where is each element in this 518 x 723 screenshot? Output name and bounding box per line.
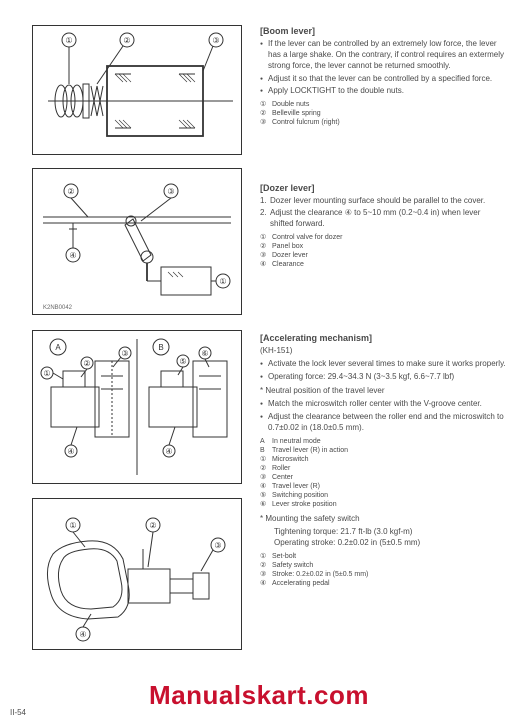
dozer-title: [Dozer lever]: [260, 182, 506, 194]
legend-item: Safety switch: [272, 562, 313, 569]
diagram-boom-lever: ① ② ③: [32, 25, 242, 155]
accel-title: [Accelerating mechanism]: [260, 332, 506, 344]
callout-4: ④: [69, 251, 76, 260]
callout-6: ⑥: [201, 349, 208, 358]
dozer-item: Adjust the clearance ④ to 5~10 mm (0.2~0…: [270, 208, 480, 228]
legend-item: Clearance: [272, 261, 304, 268]
text-boom-lever: [Boom lever] If the lever can be control…: [260, 25, 506, 127]
callout-2: ②: [149, 521, 156, 530]
diagram-ref: K2NB0042: [43, 305, 73, 311]
accel-sub: Tightening torque: 21.7 ft-lb (3.0 kgf-m…: [274, 527, 506, 538]
diagram-accelerating-mechanism: A B ① ② ③ ④ ⑤ ⑥ ④: [32, 330, 242, 484]
callout-5: ⑤: [179, 357, 186, 366]
callout-1: ①: [43, 369, 50, 378]
accel-subtitle: (KH-151): [260, 346, 506, 357]
callout-3: ③: [167, 187, 174, 196]
watermark: Manualskart.com: [149, 680, 369, 711]
callout-2: ②: [83, 359, 90, 368]
label-A: A: [55, 343, 61, 352]
accel-bullet: Activate the lock lever several times to…: [260, 359, 506, 370]
boom-bullet: Apply LOCKTIGHT to the double nuts.: [260, 86, 506, 97]
callout-2: ②: [67, 187, 74, 196]
legend-item: Dozer lever: [272, 252, 308, 259]
accel-sub: Operating stroke: 0.2±0.02 in (5±0.5 mm): [274, 538, 506, 549]
legend-item: Accelerating pedal: [272, 580, 330, 587]
callout-1: ①: [219, 277, 226, 286]
callout-3: ③: [214, 541, 221, 550]
callout-1: ①: [65, 36, 72, 45]
legend-item: Control fulcrum (right): [272, 119, 340, 126]
page-number: II-54: [10, 708, 26, 717]
legend-item: In neutral mode: [272, 438, 321, 445]
legend-item: Microswitch: [272, 456, 309, 463]
callout-4: ④: [67, 447, 74, 456]
diagram-safety-switch: ① ② ③ ④: [32, 498, 242, 650]
legend-item: Set-bolt: [272, 553, 296, 560]
legend-item: Lever stroke position: [272, 501, 337, 508]
legend-item: Travel lever (R) in action: [272, 447, 348, 454]
label-B: B: [158, 343, 163, 352]
boom-title: [Boom lever]: [260, 25, 506, 37]
accel-star1: * Neutral position of the travel lever: [260, 386, 506, 397]
legend-item: Roller: [272, 465, 290, 472]
callout-1: ①: [69, 521, 76, 530]
legend-item: Switching position: [272, 492, 328, 499]
legend-item: Center: [272, 474, 293, 481]
legend-item: Panel box: [272, 243, 303, 250]
text-dozer-lever: [Dozer lever] 1.Dozer lever mounting sur…: [260, 182, 506, 269]
page: ① ② ③ ② ③ ④ ① K2NB0042: [0, 0, 518, 723]
accel-bullet: Adjust the clearance between the roller …: [260, 412, 506, 434]
accel-star2: * Mounting the safety switch: [260, 514, 506, 525]
callout-3: ③: [212, 36, 219, 45]
callout-4: ④: [79, 630, 86, 639]
legend-item: Belleville spring: [272, 110, 321, 117]
diagram-dozer-lever: ② ③ ④ ① K2NB0042: [32, 168, 242, 315]
legend-item: Control valve for dozer: [272, 234, 342, 241]
legend-item: Stroke: 0.2±0.02 in (5±0.5 mm): [272, 571, 368, 578]
callout-4b: ④: [165, 447, 172, 456]
boom-bullet: Adjust it so that the lever can be contr…: [260, 74, 506, 85]
dozer-item: Dozer lever mounting surface should be p…: [270, 196, 485, 205]
accel-bullet: Operating force: 29.4~34.3 N (3~3.5 kgf,…: [260, 372, 506, 383]
boom-bullet: If the lever can be controlled by an ext…: [260, 39, 506, 71]
legend-item: Travel lever (R): [272, 483, 320, 490]
legend-item: Double nuts: [272, 101, 309, 108]
accel-bullet: Match the microswitch roller center with…: [260, 399, 506, 410]
text-accelerating: [Accelerating mechanism] (KH-151) Activa…: [260, 332, 506, 588]
callout-3: ③: [121, 349, 128, 358]
callout-2: ②: [123, 36, 130, 45]
